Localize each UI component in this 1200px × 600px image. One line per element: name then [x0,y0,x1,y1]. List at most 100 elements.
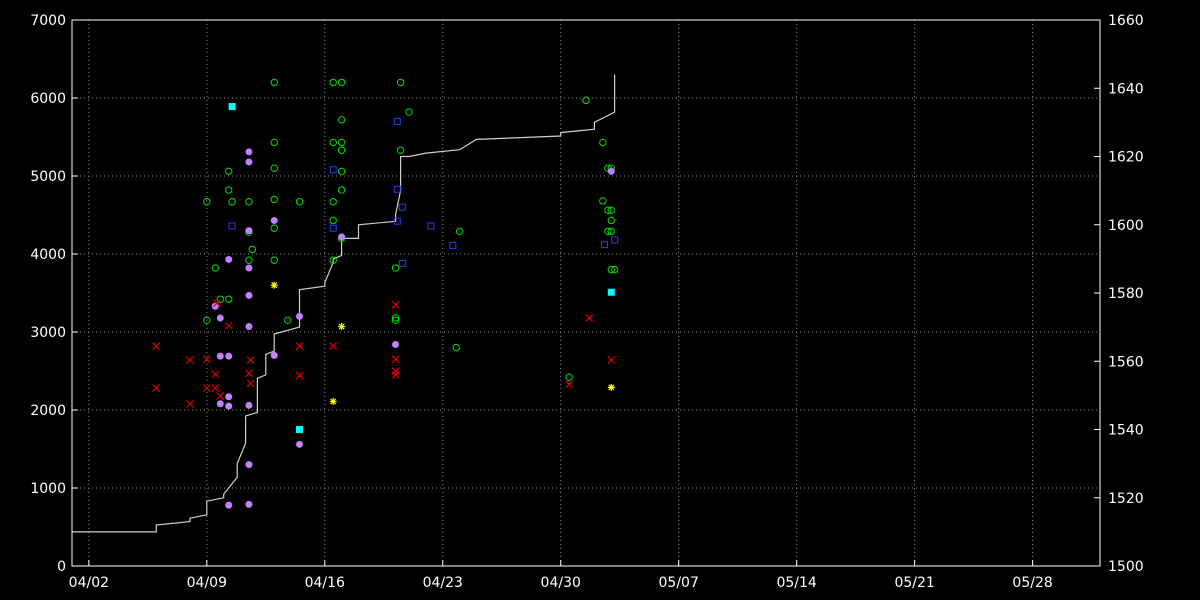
point-open-circle [607,265,615,274]
point-open-circle [270,224,278,232]
right-tick-label: 1580 [1108,286,1144,302]
point-x [211,384,220,393]
point-filled-circle [607,167,615,175]
point-open-circle [607,216,615,225]
point-open-circle [228,198,236,206]
point-filled-circle [225,402,233,410]
point-open-circle [225,186,233,194]
left-tick-label: 5000 [30,169,66,185]
point-filled-circle [225,255,233,263]
point-filled-circle [216,352,224,360]
grid [72,20,1100,566]
x-tick-label: 05/14 [776,575,816,591]
point-filled-circle [216,400,224,408]
point-open-circle [604,206,612,215]
point-star [338,323,346,331]
point-x [245,369,253,378]
point-open-circle [405,108,413,116]
point-open-circle [337,146,346,154]
point-x [329,342,338,350]
point-open-circle [391,316,400,324]
point-open-square [449,241,457,249]
point-open-circle [452,343,460,352]
point-filled-square [228,103,236,111]
point-open-circle [329,78,337,87]
point-filled-square [607,288,615,296]
point-filled-circle [211,302,219,310]
point-open-circle [396,78,405,87]
point-x [213,299,221,308]
point-x [224,321,233,330]
point-open-circle [329,198,337,206]
point-open-square [329,224,337,232]
point-filled-circle [245,401,253,409]
x-tick-label: 04/02 [69,575,109,591]
point-open-square [393,185,401,193]
point-filled-circle [245,227,253,235]
point-open-square [601,241,609,249]
point-open-circle [329,138,337,147]
point-open-circle [337,167,346,176]
point-x [202,355,211,364]
point-open-circle [610,265,619,274]
x-tick-label: 04/09 [187,575,227,591]
point-open-circle [270,256,278,264]
point-star [329,397,337,405]
right-tick-label: 1500 [1108,559,1144,575]
point-open-square [393,217,401,225]
point-x [186,356,194,365]
right-axis: 1500 1520 1540 1560 1580 1600 1620 1640 1660 [1094,13,1144,575]
point-filled-circle [245,148,253,156]
point-filled-circle [245,264,253,272]
left-tick-label: 6000 [30,91,66,107]
point-open-circle [270,195,278,204]
point-filled-circle [392,340,400,348]
point-open-circle [216,295,225,303]
point-open-circle [565,373,573,381]
point-filled-circle [216,314,224,322]
right-tick-label: 1640 [1108,81,1144,97]
point-open-circle [337,186,346,194]
point-open-circle [337,78,346,87]
point-x [246,379,255,388]
point-open-square [427,222,435,230]
point-x [565,380,574,389]
right-tick-label: 1620 [1108,150,1144,166]
point-open-circle [225,295,233,303]
point-open-circle [607,227,615,236]
point-open-square [611,236,619,244]
point-filled-circle [245,323,253,331]
point-x [391,370,400,379]
point-filled-circle [225,393,233,401]
point-open-circle [248,245,257,254]
right-tick-label: 1660 [1108,13,1144,29]
point-filled-circle [245,461,253,469]
x-tick-label: 05/28 [1012,575,1052,591]
point-open-circle [245,198,253,206]
point-x [202,384,211,393]
point-filled-circle [225,352,233,360]
point-open-circle [396,146,405,154]
right-tick-label: 1520 [1108,491,1144,507]
point-x [216,392,225,400]
point-filled-circle [245,158,253,166]
points-layer [152,78,619,509]
point-x [186,399,194,408]
left-tick-label: 2000 [30,403,66,419]
point-filled-circle [296,312,304,320]
point-open-circle [604,227,612,236]
point-open-circle [337,138,346,147]
point-x [391,355,400,364]
rating-line [72,74,616,533]
point-open-circle [270,78,278,87]
point-open-square [398,203,406,211]
point-open-circle [391,314,400,322]
right-tick-label: 1600 [1108,218,1144,234]
point-open-circle [270,164,278,172]
point-open-circle [582,96,590,105]
point-open-circle [225,167,233,176]
point-open-circle [203,316,211,324]
point-open-circle [391,264,400,272]
point-open-circle [329,216,337,225]
